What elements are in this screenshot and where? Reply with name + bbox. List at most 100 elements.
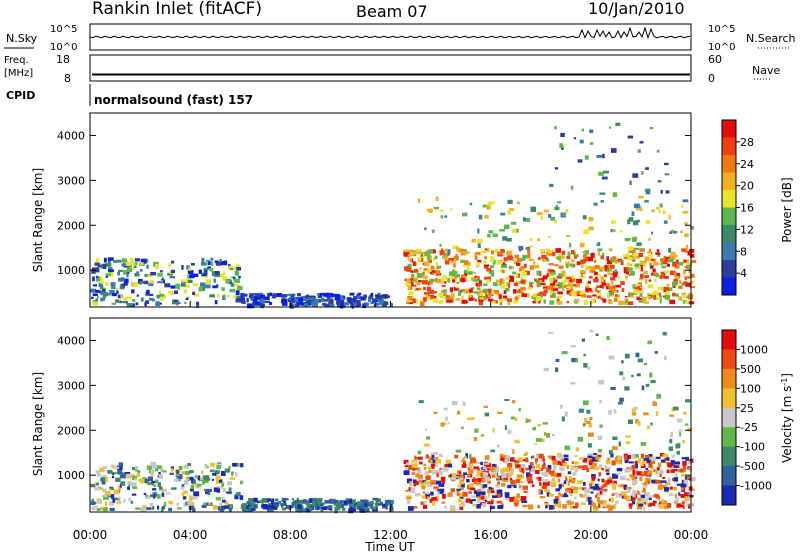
velocity-cell (496, 489, 503, 494)
power-cell (482, 204, 488, 208)
velocity-cell (116, 501, 122, 504)
power-cell (606, 256, 610, 261)
power-cell (478, 290, 485, 293)
velocity-cell (601, 468, 604, 471)
power-cell (411, 253, 417, 257)
power-cell (484, 266, 489, 269)
velocity-cell (484, 455, 490, 460)
velocity-cell (478, 484, 483, 487)
velocity-cell (188, 495, 193, 501)
velocity-cell (641, 385, 645, 391)
velocity-cell (612, 446, 618, 451)
velocity-cell (673, 465, 677, 469)
power-cell (529, 245, 534, 248)
velocity-cell (412, 479, 417, 483)
power-cell (103, 292, 109, 297)
power-cell (504, 224, 510, 230)
velocity-cell (176, 475, 183, 480)
velocity-cell (318, 502, 323, 507)
power-cell (632, 173, 639, 178)
velocity-cell (566, 465, 570, 469)
velocity-cell (619, 459, 623, 464)
velocity-cell (96, 473, 102, 477)
velocity-cell (598, 464, 603, 469)
power-cell (469, 202, 473, 206)
power-cell (662, 210, 666, 215)
power-colorbar-cell (722, 242, 736, 261)
velocity-ylabel: Slant Range [km] (31, 372, 45, 476)
velocity-cell (107, 470, 113, 474)
power-cell (614, 269, 617, 273)
power-cell (644, 275, 649, 279)
power-cell (661, 265, 667, 269)
power-cell (177, 301, 181, 305)
power-cell (209, 294, 215, 298)
velocity-cell (604, 465, 608, 469)
velocity-cell (305, 507, 311, 513)
velocity-cell (484, 462, 490, 465)
velocity-cell (418, 468, 421, 471)
velocity-cell (239, 495, 244, 500)
power-cell (672, 251, 676, 257)
power-cell (518, 268, 522, 272)
velocity-cell (569, 501, 574, 505)
power-cell (450, 293, 455, 298)
power-cell (467, 267, 470, 271)
power-cell (483, 260, 487, 264)
power-cell (213, 278, 216, 283)
velocity-cell (578, 408, 584, 413)
power-cell (410, 250, 414, 256)
velocity-cell (302, 508, 307, 512)
power-cell (674, 272, 677, 275)
velocity-cell (685, 492, 690, 495)
power-cell (480, 297, 484, 300)
velocity-colorbar-cell (722, 446, 736, 467)
power-cell (486, 205, 491, 210)
velocity-cell (594, 495, 598, 498)
power-cell (355, 299, 361, 305)
velocity-cell (562, 504, 567, 509)
velocity-cell (599, 399, 602, 404)
velocity-cell (540, 468, 543, 471)
velocity-cell (111, 472, 115, 475)
power-cell (621, 288, 625, 293)
velocity-cell (465, 498, 471, 503)
velocity-cell (631, 455, 637, 460)
power-cell (145, 300, 150, 304)
velocity-cell (202, 475, 208, 481)
x-tick-label: 16:00 (473, 528, 508, 542)
power-cell (476, 287, 481, 290)
power-cell (640, 266, 643, 272)
power-cell (608, 300, 613, 305)
power-cell (649, 127, 654, 130)
power-cell (233, 277, 236, 280)
power-cell (430, 265, 435, 270)
power-cell (587, 280, 591, 284)
velocity-cell (109, 488, 113, 491)
velocity-cell (563, 480, 567, 484)
velocity-cell (262, 498, 268, 501)
power-cell (515, 272, 519, 278)
power-cell (156, 294, 162, 299)
power-cell (477, 238, 483, 244)
velocity-cell (496, 476, 501, 480)
velocity-cell (350, 505, 356, 509)
power-cell (445, 260, 450, 265)
power-cell (486, 267, 492, 272)
velocity-cell (425, 428, 428, 431)
velocity-cell (664, 487, 669, 492)
power-cell (148, 293, 154, 297)
velocity-cell (461, 464, 467, 468)
velocity-cell (537, 424, 542, 427)
power-cell (680, 230, 683, 234)
velocity-cell (477, 488, 482, 494)
power-cell (229, 288, 236, 293)
power-cell (458, 291, 462, 296)
power-cell (599, 192, 606, 195)
velocity-cell (102, 475, 107, 479)
power-cell (570, 259, 575, 263)
power-cell (660, 271, 666, 277)
velocity-cell (600, 485, 605, 488)
velocity-cell (205, 490, 210, 495)
velocity-cell (209, 469, 215, 472)
